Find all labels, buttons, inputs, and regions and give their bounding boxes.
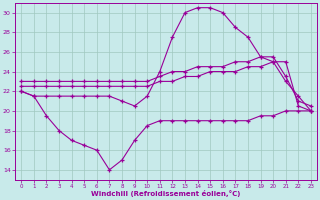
X-axis label: Windchill (Refroidissement éolien,°C): Windchill (Refroidissement éolien,°C) xyxy=(92,190,241,197)
